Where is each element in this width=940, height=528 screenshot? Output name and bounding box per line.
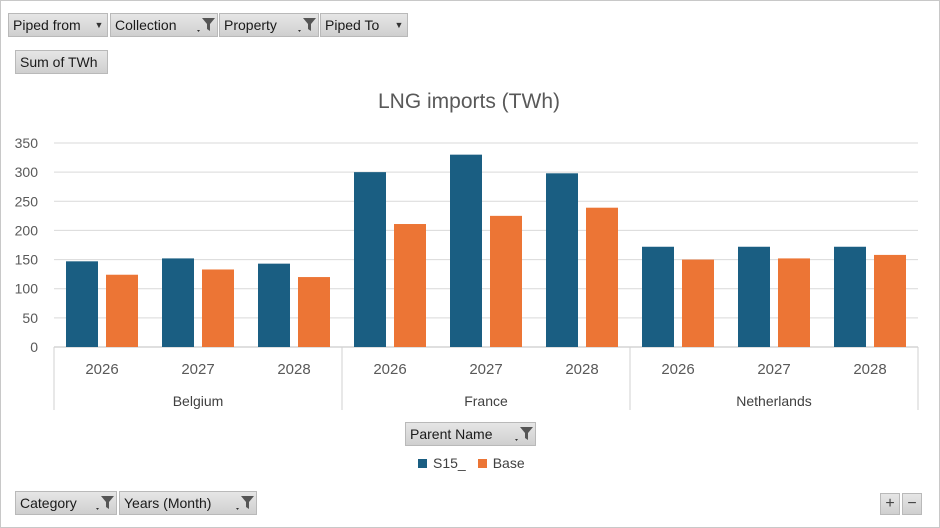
bar-base: [682, 259, 714, 347]
property-label: Property: [224, 17, 277, 33]
property-filter-button[interactable]: Property: [219, 13, 319, 37]
bar-s15: [738, 246, 770, 347]
sum-of-twh-field-button[interactable]: Sum of TWh: [15, 50, 108, 74]
category-label: 2027: [757, 361, 790, 378]
category-label: 2028: [853, 361, 886, 378]
piped-to-label: Piped To: [325, 17, 380, 33]
filter-icon: [513, 426, 535, 442]
piped-from-label: Piped from: [13, 17, 81, 33]
bar-s15: [450, 154, 482, 347]
group-label: Belgium: [173, 393, 224, 409]
bar-s15: [162, 258, 194, 347]
bar-base: [202, 269, 234, 347]
category-label: 2028: [565, 361, 598, 378]
y-tick-label: 200: [15, 222, 39, 238]
y-tick-label: 350: [15, 135, 39, 151]
bar-s15: [258, 263, 290, 347]
bar-base: [778, 258, 810, 347]
filter-icon: [296, 17, 318, 33]
category-label: 2026: [373, 361, 406, 378]
collection-label: Collection: [115, 17, 177, 33]
piped-from-filter-button[interactable]: Piped from ▼: [8, 13, 108, 37]
parent-name-filter-button[interactable]: Parent Name: [405, 422, 536, 446]
expand-button[interactable]: +: [880, 493, 900, 515]
bar-base: [490, 215, 522, 347]
y-tick-label: 300: [15, 164, 39, 180]
bar-s15: [834, 246, 866, 347]
chart-title: LNG imports (TWh): [377, 90, 560, 113]
bar-base: [298, 277, 330, 347]
minus-icon: −: [907, 495, 917, 512]
filter-icon: [94, 495, 116, 511]
category-label: 2026: [85, 361, 118, 378]
piped-to-filter-button[interactable]: Piped To ▼: [320, 13, 408, 37]
plus-icon: +: [885, 495, 895, 512]
collection-filter-button[interactable]: Collection: [110, 13, 218, 37]
category-label: 2026: [661, 361, 694, 378]
category-label: 2028: [277, 361, 310, 378]
bar-s15: [66, 261, 98, 347]
y-tick-label: 100: [15, 281, 39, 297]
y-tick-label: 0: [30, 339, 38, 355]
bar-base: [874, 254, 906, 347]
bar-s15: [546, 173, 578, 347]
chart-legend: S15_ Base: [418, 455, 525, 471]
y-tick-label: 50: [22, 310, 38, 326]
y-tick-label: 150: [15, 252, 39, 268]
bar-base: [586, 207, 618, 347]
years-month-label: Years (Month): [124, 495, 212, 511]
group-label: France: [464, 393, 508, 409]
parent-name-label: Parent Name: [410, 426, 493, 442]
legend-label-s15: S15_: [433, 455, 466, 471]
filter-icon: [195, 17, 217, 33]
bar-base: [394, 224, 426, 347]
collapse-button[interactable]: −: [902, 493, 922, 515]
category-label: 2027: [181, 361, 214, 378]
dropdown-arrow-icon: ▼: [94, 20, 104, 30]
bar-s15: [642, 246, 674, 347]
y-tick-label: 250: [15, 193, 39, 209]
bar-s15: [354, 172, 386, 347]
category-label: Category: [20, 495, 77, 511]
legend-swatch-s15: [418, 458, 427, 468]
bar-base: [106, 274, 138, 347]
legend-label-base: Base: [492, 455, 525, 471]
filter-icon: [234, 495, 256, 511]
sum-of-twh-label: Sum of TWh: [20, 54, 98, 70]
dropdown-arrow-icon: ▼: [394, 20, 404, 30]
group-label: Netherlands: [736, 393, 812, 409]
years-month-filter-button[interactable]: Years (Month): [119, 491, 257, 515]
category-filter-button[interactable]: Category: [15, 491, 117, 515]
legend-swatch-base: [477, 458, 487, 468]
category-label: 2027: [469, 361, 502, 378]
